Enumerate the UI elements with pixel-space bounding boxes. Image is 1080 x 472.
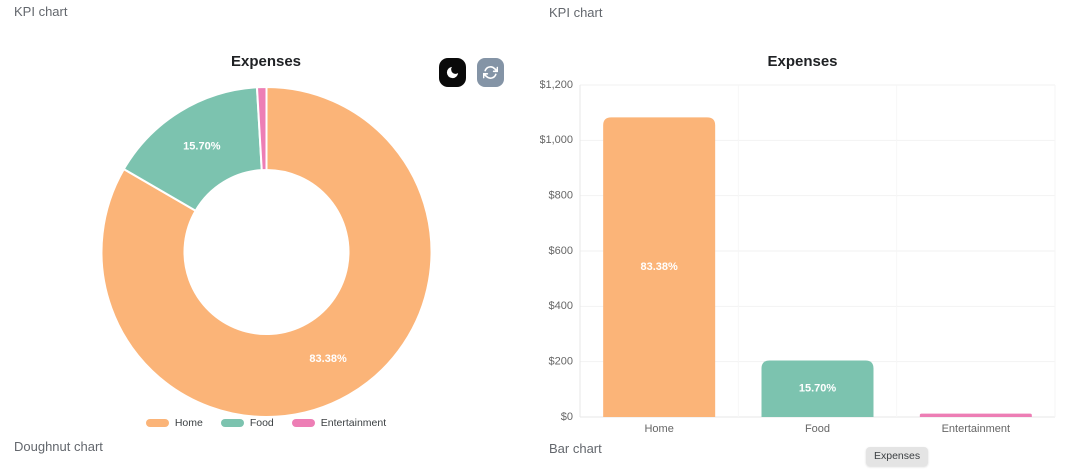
bar-value-label: 83.38% [641, 261, 679, 273]
y-tick-label: $0 [561, 411, 573, 423]
doughnut-legend: Home Food Entertainment [60, 417, 472, 429]
doughnut-slice-label: 83.38% [309, 353, 347, 365]
legend-item-entertainment[interactable]: Entertainment [291, 417, 387, 429]
bar-chart[interactable]: $0 $200 $400 $600 $800 $1,000 $1,200 83.38% Home… [540, 75, 1065, 445]
bar-food[interactable] [761, 360, 874, 417]
bar-chart-title: Expenses [767, 53, 838, 70]
y-tick-label: $400 [549, 300, 573, 312]
y-tick-label: $1,000 [540, 134, 573, 146]
refresh-icon [483, 65, 498, 80]
doughnut-chart[interactable]: 83.38% 15.70% [60, 78, 472, 423]
y-tick-label: $600 [549, 245, 573, 257]
kpi-chart-header-right: KPI chart [549, 5, 603, 20]
doughnut-slice-entertainment[interactable] [255, 86, 268, 172]
refresh-button[interactable] [477, 58, 504, 87]
legend-label: Entertainment [320, 417, 387, 429]
legend-swatch-food [220, 419, 244, 427]
doughnut-chart-caption: Doughnut chart [14, 439, 103, 454]
bar-home[interactable] [603, 117, 716, 417]
x-axis-label: Home [644, 423, 673, 435]
y-tick-label: $200 [549, 356, 573, 368]
bar-entertainment[interactable] [919, 413, 1032, 417]
y-tick-label: $1,200 [540, 79, 573, 91]
legend-swatch-entertainment [291, 419, 315, 427]
moon-icon [445, 65, 460, 80]
dark-mode-button[interactable] [439, 58, 466, 87]
legend-item-home[interactable]: Home [145, 417, 203, 429]
doughnut-slice-home[interactable] [100, 86, 433, 418]
legend-label: Food [249, 417, 274, 429]
kpi-chart-header-left: KPI chart [14, 4, 68, 19]
doughnut-chart-title: Expenses [230, 53, 302, 70]
doughnut-slice-label: 15.70% [183, 141, 221, 153]
legend-label: Home [174, 417, 203, 429]
legend-item-food[interactable]: Food [220, 417, 274, 429]
bar-chart-caption: Bar chart [549, 441, 602, 456]
y-tick-label: $800 [549, 190, 573, 202]
doughnut-slice-food[interactable] [122, 86, 263, 212]
x-axis-label: Entertainment [942, 423, 1010, 435]
expenses-badge[interactable]: Expenses [866, 447, 929, 466]
x-axis-label: Food [805, 423, 830, 435]
legend-swatch-home [145, 419, 169, 427]
bar-value-label: 15.70% [799, 383, 837, 395]
